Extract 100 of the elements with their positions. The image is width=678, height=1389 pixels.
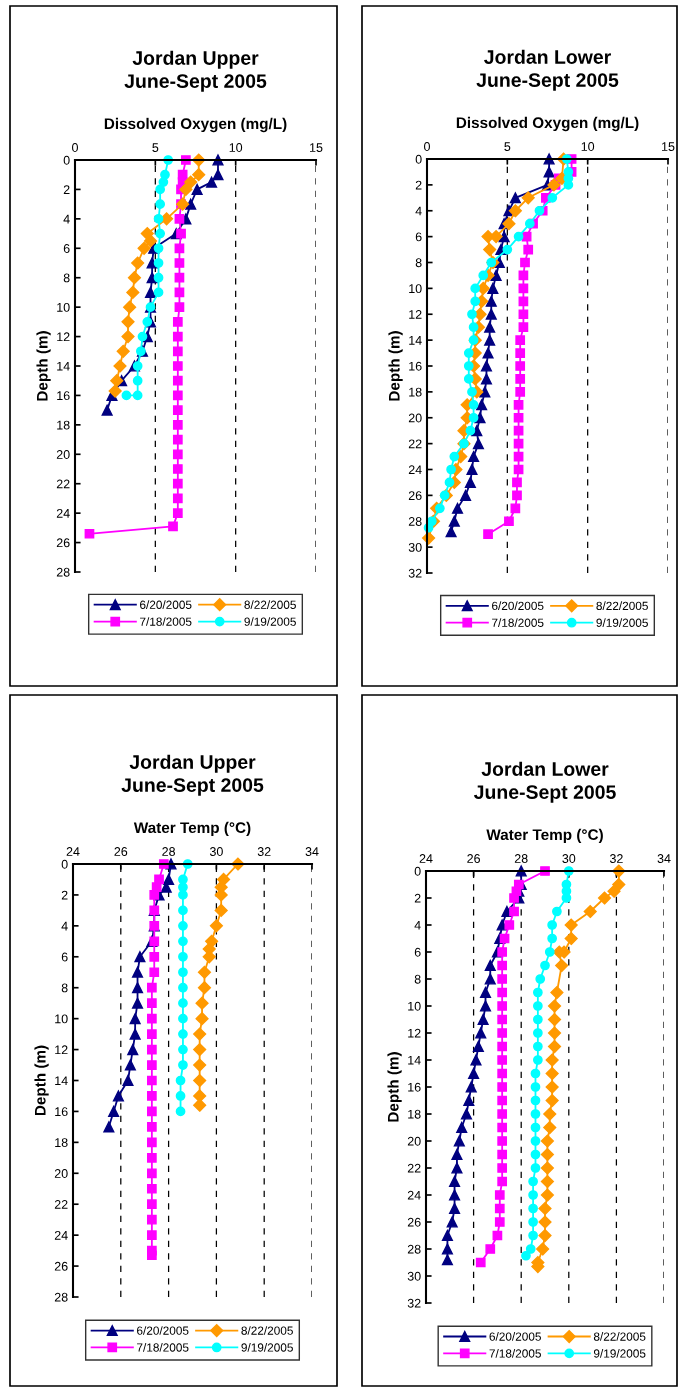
y-tick-label: 20 — [54, 1169, 68, 1178]
x-tick-label: 0 — [72, 143, 78, 152]
y-tick-label: 2 — [414, 893, 421, 903]
y-tick-label: 16 — [408, 1082, 421, 1092]
y-tick-label: 20 — [408, 413, 422, 423]
y-tick-label: 30 — [408, 542, 422, 552]
y-axis-title: Depth (m) — [387, 1052, 402, 1122]
x-tick-label: 30 — [562, 854, 576, 863]
legend-label: 8/22/2005 — [244, 600, 296, 609]
legend-label: 6/20/2005 — [137, 1326, 189, 1335]
y-tick-label: 2 — [415, 180, 422, 190]
y-tick-label: 10 — [409, 284, 422, 294]
x-tick-label: 26 — [114, 847, 128, 856]
y-tick-label: 14 — [55, 1076, 68, 1086]
x-tick-label: 5 — [152, 143, 159, 152]
y-tick-label: 26 — [54, 1261, 68, 1271]
x-tick-label: 0 — [424, 142, 430, 151]
y-tick-label: 0 — [415, 154, 422, 164]
x-tick-label: 28 — [514, 854, 528, 863]
y-tick-label: 14 — [409, 336, 422, 345]
x-tick-label: 26 — [467, 854, 480, 863]
chart-title: Jordan Upper June-Sept 2005 — [121, 754, 264, 796]
y-tick-label: 6 — [414, 947, 421, 957]
x-axis-title: Water Temp (°C) — [133, 821, 251, 837]
chart-title: Jordan Lower June-Sept 2005 — [473, 761, 616, 803]
y-tick-label: 22 — [54, 1200, 68, 1209]
legend-label: 7/18/2005 — [492, 618, 544, 627]
x-tick-label: 5 — [504, 142, 511, 151]
y-tick-label: 26 — [407, 1217, 421, 1227]
chart-title: Jordan Upper June-Sept 2005 — [124, 50, 267, 92]
y-tick-label: 12 — [408, 1028, 421, 1038]
legend-label: 6/20/2005 — [492, 601, 544, 611]
y-tick-label: 20 — [407, 1136, 421, 1146]
y-tick-label: 24 — [56, 508, 70, 518]
legend-label: 7/18/2005 — [137, 1343, 189, 1352]
y-tick-label: 18 — [408, 1109, 421, 1119]
legend-label: 6/20/2005 — [140, 600, 192, 609]
y-tick-label: 10 — [408, 1001, 421, 1011]
x-tick-label: 34 — [305, 847, 319, 856]
y-tick-label: 12 — [57, 332, 70, 342]
x-tick-label: 30 — [209, 847, 223, 856]
y-tick-label: 6 — [415, 232, 422, 242]
y-tick-label: 18 — [409, 387, 422, 397]
y-tick-label: 20 — [56, 450, 70, 459]
y-tick-label: 4 — [61, 921, 68, 931]
y-tick-label: 18 — [55, 1138, 68, 1148]
y-tick-label: 16 — [55, 1107, 68, 1117]
y-tick-label: 8 — [415, 258, 422, 268]
x-tick-label: 15 — [310, 143, 323, 152]
y-tick-label: 10 — [57, 302, 70, 312]
legend-label: 8/22/2005 — [593, 1332, 646, 1341]
x-tick-label: 10 — [581, 142, 595, 151]
y-tick-label: 0 — [63, 155, 70, 165]
legend-label: 9/19/2005 — [241, 1343, 293, 1352]
y-tick-label: 8 — [414, 974, 421, 984]
legend-label: 8/22/2005 — [241, 1326, 293, 1335]
y-tick-label: 30 — [407, 1271, 421, 1281]
y-axis-title: Depth (m) — [388, 331, 403, 401]
y-tick-label: 8 — [61, 983, 68, 993]
x-axis-title: Water Temp (°C) — [486, 828, 603, 844]
y-tick-label: 28 — [54, 1292, 68, 1302]
y-tick-label: 18 — [57, 420, 70, 430]
legend-label: 6/20/2005 — [489, 1332, 541, 1341]
y-tick-label: 14 — [408, 1055, 421, 1065]
y-tick-label: 16 — [57, 391, 70, 401]
y-tick-label: 0 — [414, 866, 421, 876]
y-tick-label: 28 — [56, 567, 70, 577]
y-tick-label: 10 — [55, 1014, 68, 1024]
x-tick-label: 28 — [162, 847, 176, 856]
y-tick-label: 12 — [409, 310, 422, 319]
y-tick-label: 26 — [56, 538, 70, 548]
chart-title: Jordan Lower June-Sept 2005 — [476, 49, 619, 91]
y-tick-label: 4 — [415, 206, 422, 216]
y-tick-label: 24 — [407, 1190, 421, 1200]
legend-label: 8/22/2005 — [596, 601, 648, 611]
legend-label: 7/18/2005 — [140, 617, 192, 626]
y-tick-label: 22 — [56, 479, 70, 489]
x-tick-label: 15 — [662, 142, 675, 151]
legend-label: 9/19/2005 — [244, 617, 296, 626]
y-tick-label: 14 — [57, 361, 70, 371]
y-tick-label: 22 — [408, 439, 422, 449]
y-axis-title: Depth (m) — [34, 1045, 49, 1116]
y-tick-label: 8 — [63, 273, 70, 283]
x-tick-label: 34 — [657, 854, 671, 863]
y-tick-label: 28 — [407, 1244, 421, 1254]
y-tick-label: 2 — [63, 185, 70, 194]
y-tick-label: 4 — [63, 214, 70, 224]
y-tick-label: 24 — [408, 465, 422, 475]
y-tick-label: 6 — [61, 952, 68, 962]
x-axis-title: Dissolved Oxygen (mg/L) — [104, 117, 287, 133]
legend-label: 9/19/2005 — [593, 1348, 646, 1358]
y-tick-label: 4 — [414, 920, 421, 930]
legend-label: 7/18/2005 — [489, 1348, 541, 1358]
x-axis-title: Dissolved Oxygen (mg/L) — [456, 116, 639, 132]
x-tick-label: 32 — [609, 854, 623, 863]
x-tick-label: 10 — [229, 143, 243, 152]
y-tick-label: 32 — [407, 1298, 421, 1308]
y-tick-label: 32 — [408, 568, 422, 578]
y-tick-label: 6 — [63, 244, 70, 253]
y-tick-label: 12 — [55, 1045, 68, 1055]
